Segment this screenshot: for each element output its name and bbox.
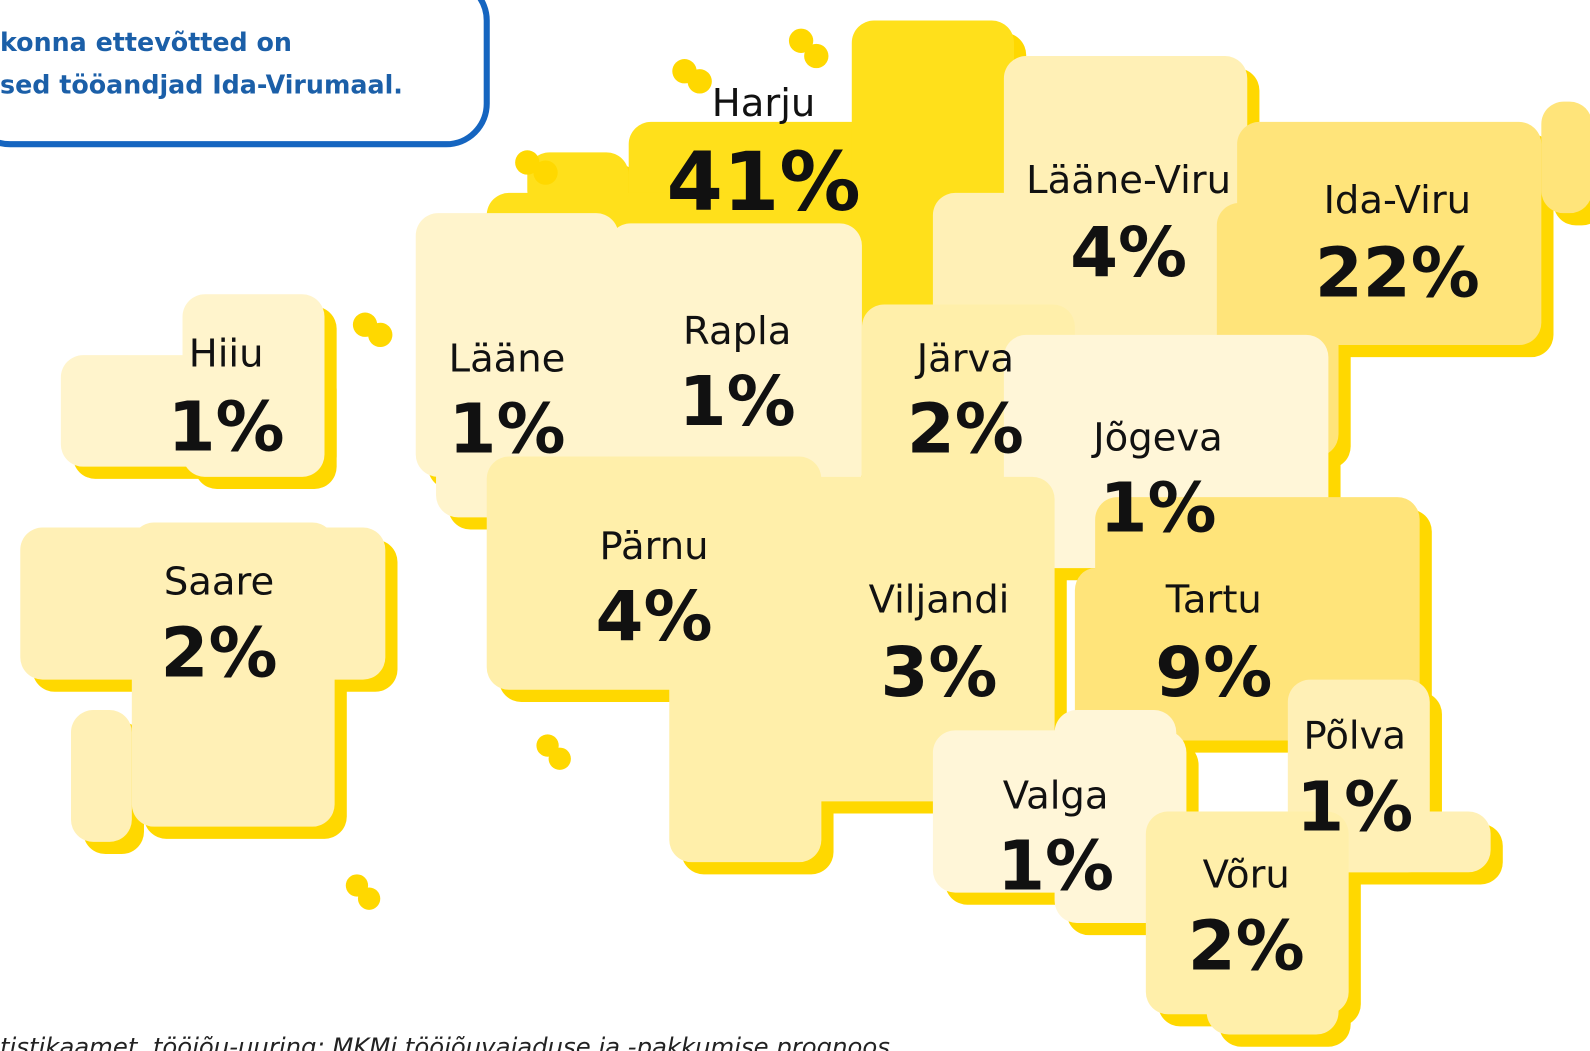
map-shapes	[20, 20, 1590, 1047]
region-name: Ida-Viru	[1324, 178, 1472, 223]
region-name: Harju	[712, 81, 816, 126]
region-name: Põlva	[1303, 714, 1406, 759]
source-note: tistikaamet, tööjõu-uuring; MKMi tööjõuv…	[0, 1032, 890, 1051]
region-name: Järva	[915, 336, 1014, 381]
region-share: 22%	[1315, 233, 1480, 313]
region-name: Lääne-Viru	[1026, 158, 1231, 203]
region-name: Lääne	[449, 336, 566, 381]
region	[60, 294, 325, 477]
region-name: Tartu	[1165, 578, 1262, 623]
region-shape	[70, 710, 132, 842]
region-share: 1%	[168, 387, 285, 467]
region-share: 4%	[1070, 213, 1187, 293]
region-name: Saare	[164, 559, 274, 604]
region-shape	[182, 294, 325, 477]
region	[790, 385, 1055, 802]
region-shape	[131, 522, 335, 827]
region-name: Valga	[1003, 773, 1109, 818]
callout-line: sed tööandjad Ida-Virumaal.	[0, 70, 403, 100]
region	[486, 456, 822, 863]
region-share: 4%	[596, 577, 713, 657]
region-share: 1%	[997, 827, 1114, 907]
region-name: Hiiu	[189, 331, 264, 376]
region-share: 1%	[679, 362, 796, 442]
region-shape	[669, 476, 822, 863]
region-shape	[608, 223, 862, 498]
region-share: 9%	[1155, 633, 1272, 713]
region	[608, 223, 862, 498]
region-share: 2%	[161, 614, 278, 694]
region-share: 1%	[1099, 469, 1216, 549]
region-share: 41%	[666, 136, 860, 230]
region-name: Viljandi	[869, 578, 1010, 623]
region-name: Jõgeva	[1091, 415, 1222, 460]
region-shape	[790, 476, 1055, 802]
labels: Harju 41% Lääne-Viru 4% Ida-Viru 22% Hiiu 1% Lää…	[161, 81, 1480, 987]
region	[1145, 811, 1349, 1035]
region-share: 2%	[907, 389, 1024, 469]
region-share: 1%	[1296, 768, 1413, 848]
region-name: Pärnu	[600, 524, 709, 569]
region-share: 2%	[1188, 907, 1305, 987]
region-share: 3%	[880, 633, 997, 713]
region-name: Võru	[1203, 853, 1290, 898]
dots	[345, 28, 829, 910]
region	[20, 522, 386, 842]
callout-line: konna ettevõtted on	[0, 27, 292, 57]
callout-box	[0, 0, 490, 148]
region-shape	[1541, 101, 1590, 214]
region-share: 1%	[448, 389, 565, 469]
region-shape	[1206, 933, 1339, 1035]
region	[932, 710, 1187, 923]
region-shape	[861, 385, 964, 538]
region-name: Rapla	[683, 309, 791, 354]
